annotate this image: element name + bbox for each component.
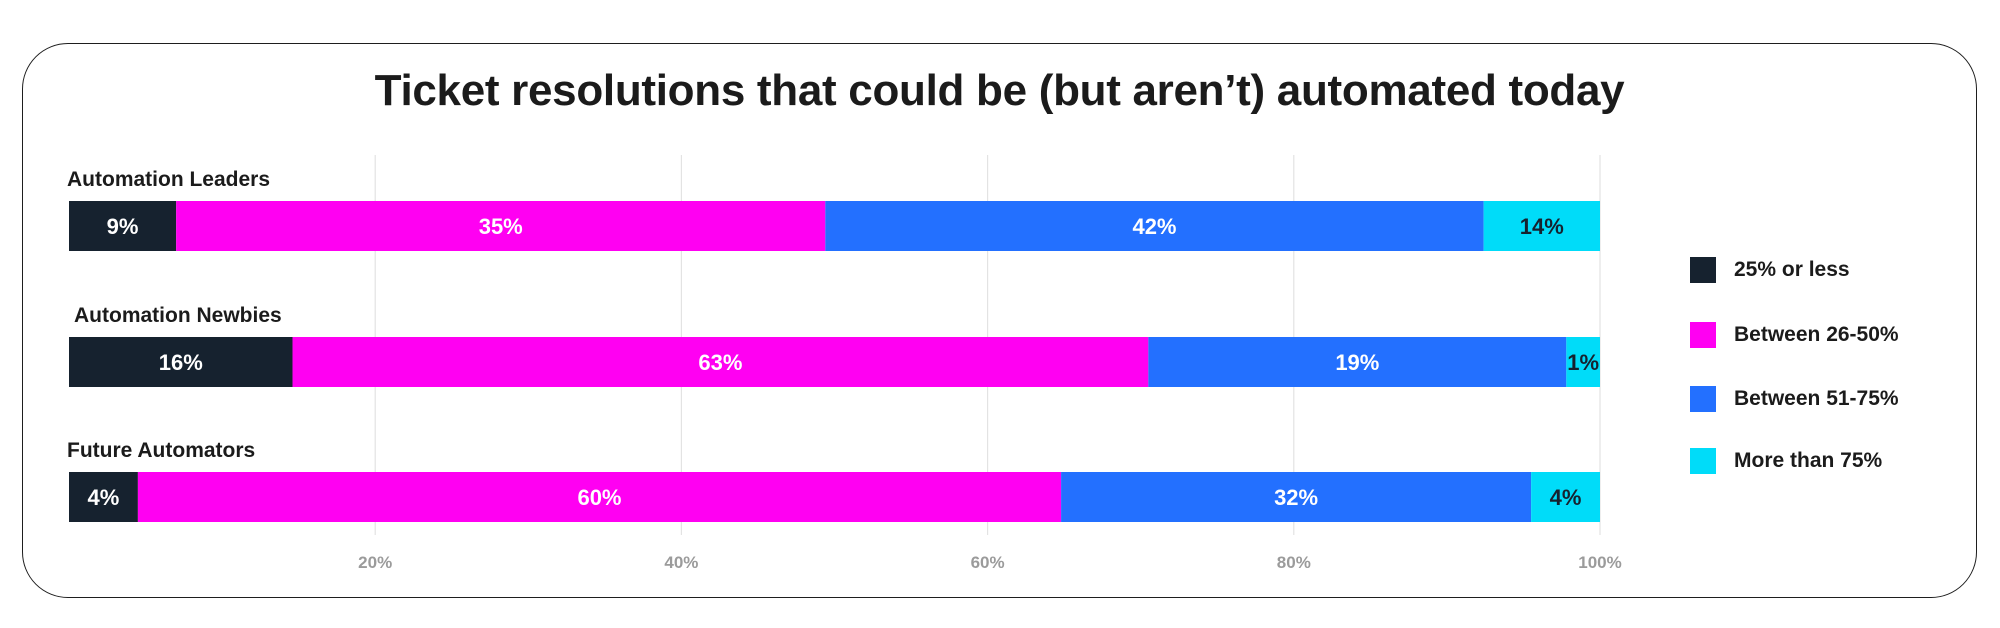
data-label: 19%: [1335, 350, 1379, 375]
legend-label: Between 26-50%: [1734, 323, 1899, 346]
data-label: 42%: [1132, 214, 1176, 239]
bar-segment: [69, 337, 293, 387]
data-label: 9%: [107, 214, 139, 239]
x-tick-label: 40%: [664, 553, 698, 572]
legend-label: 25% or less: [1734, 258, 1850, 281]
legend-item-between-51-75: Between 51-75%: [1690, 385, 1899, 413]
bar-segment: [69, 201, 177, 251]
legend-item-25-or-less: 25% or less: [1690, 256, 1899, 284]
data-label: 63%: [698, 350, 742, 375]
bar-segment: [825, 201, 1484, 251]
x-tick-label: 60%: [971, 553, 1005, 572]
bar-segment: [1531, 472, 1600, 522]
bar-segment: [1061, 472, 1532, 522]
bar-segment: [292, 337, 1149, 387]
x-tick-label: 100%: [1578, 553, 1621, 572]
legend-item-more-than-75: More than 75%: [1690, 447, 1899, 475]
bar-segment: [1566, 337, 1600, 387]
chart-title: Ticket resolutions that could be (but ar…: [374, 66, 1625, 115]
legend-swatch: [1690, 257, 1716, 283]
bar-segment: [1483, 201, 1600, 251]
legend-swatch: [1690, 448, 1716, 474]
legend-item-between-26-50: Between 26-50%: [1690, 321, 1899, 349]
data-label: 4%: [1550, 485, 1582, 510]
data-label: 4%: [88, 485, 120, 510]
bar-segment: [137, 472, 1062, 522]
legend-swatch: [1690, 386, 1716, 412]
bar-segment: [1148, 337, 1567, 387]
x-tick-label: 80%: [1277, 553, 1311, 572]
x-tick-label: 20%: [358, 553, 392, 572]
data-label: 16%: [159, 350, 203, 375]
category-label: Automation Leaders: [67, 168, 270, 191]
data-label: 32%: [1274, 485, 1318, 510]
data-label: 1%: [1567, 350, 1599, 375]
category-label: Automation Newbies: [74, 304, 282, 327]
data-label: 60%: [577, 485, 621, 510]
bar-segment: [69, 472, 138, 522]
legend-label: Between 51-75%: [1734, 387, 1899, 410]
data-label: 14%: [1520, 214, 1564, 239]
bar-segment: [176, 201, 826, 251]
category-label: Future Automators: [67, 439, 255, 462]
legend-swatch: [1690, 322, 1716, 348]
legend-label: More than 75%: [1734, 449, 1883, 472]
data-label: 35%: [479, 214, 523, 239]
legend: 25% or less Between 26-50% Between 51-75…: [1690, 256, 1899, 512]
